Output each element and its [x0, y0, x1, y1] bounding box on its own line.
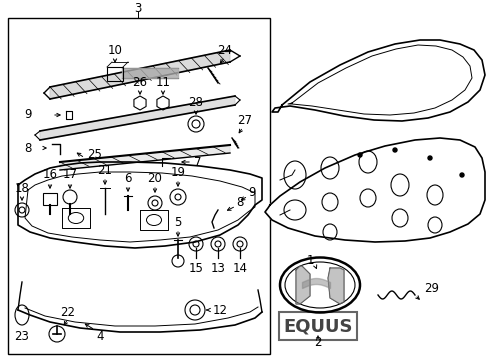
Text: 2: 2	[314, 336, 321, 348]
Text: 25: 25	[87, 148, 102, 162]
Text: 6: 6	[124, 171, 131, 184]
Text: 4: 4	[96, 329, 103, 342]
Polygon shape	[295, 266, 309, 304]
Text: 24: 24	[217, 44, 232, 57]
Polygon shape	[271, 40, 484, 121]
Text: 19: 19	[170, 166, 185, 179]
Text: 8: 8	[236, 195, 243, 208]
Bar	[43, 193, 57, 205]
Text: 11: 11	[155, 76, 170, 89]
Text: 27: 27	[237, 113, 252, 126]
Polygon shape	[264, 138, 484, 242]
Text: 20: 20	[147, 171, 162, 184]
Text: 28: 28	[188, 95, 203, 108]
Text: 21: 21	[97, 163, 112, 176]
Text: 16: 16	[42, 168, 58, 181]
Circle shape	[459, 173, 463, 177]
Text: 13: 13	[210, 261, 225, 274]
Text: 23: 23	[15, 329, 29, 342]
Circle shape	[392, 148, 396, 152]
Bar	[107, 67, 123, 81]
Polygon shape	[122, 68, 178, 78]
Text: 12: 12	[212, 303, 227, 316]
Text: 22: 22	[61, 306, 75, 319]
Bar	[8, 18, 269, 354]
Text: 9: 9	[24, 108, 32, 122]
Text: 17: 17	[62, 168, 77, 181]
Polygon shape	[60, 145, 229, 170]
Text: 5: 5	[174, 216, 182, 229]
Circle shape	[357, 153, 361, 157]
Text: 26: 26	[132, 76, 147, 89]
Text: 8: 8	[24, 141, 32, 154]
Text: 15: 15	[188, 261, 203, 274]
Text: 9: 9	[248, 185, 255, 198]
Text: 1: 1	[305, 253, 313, 266]
Text: 14: 14	[232, 261, 247, 274]
Text: 7: 7	[194, 156, 202, 168]
Text: 10: 10	[107, 44, 122, 57]
Polygon shape	[327, 268, 343, 304]
Polygon shape	[50, 50, 229, 99]
Text: 18: 18	[15, 181, 29, 194]
Text: 3: 3	[134, 1, 142, 14]
Text: 29: 29	[424, 282, 439, 294]
Text: EQUUS: EQUUS	[283, 317, 352, 335]
Polygon shape	[40, 96, 235, 140]
Circle shape	[427, 156, 431, 160]
